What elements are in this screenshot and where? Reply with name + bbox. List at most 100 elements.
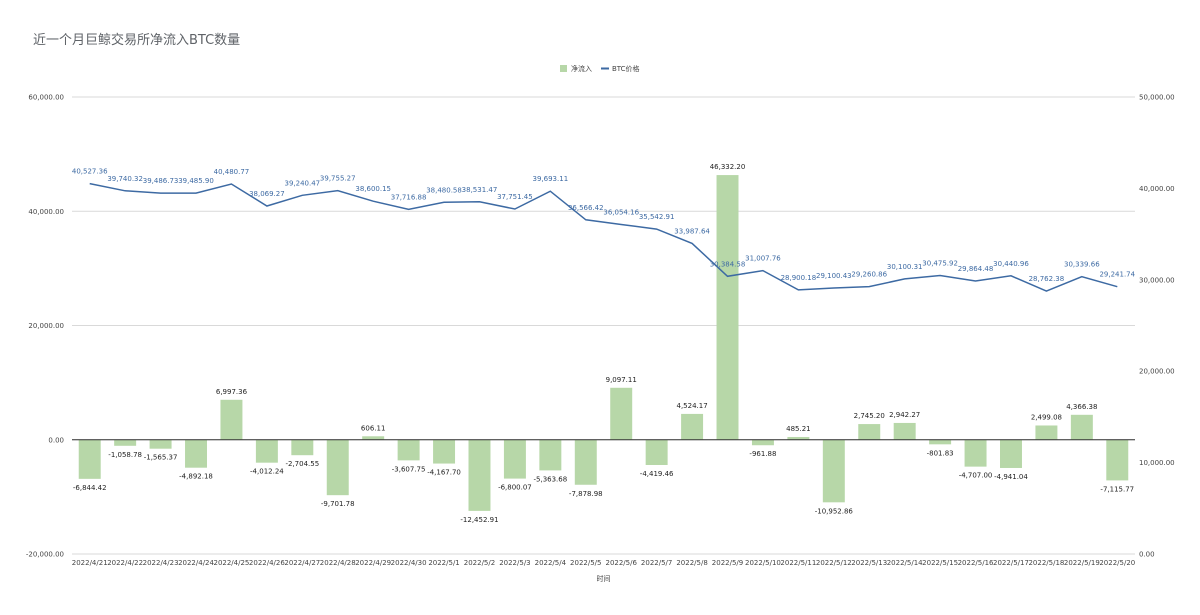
x-tick-label: 2022/4/29 bbox=[355, 559, 391, 567]
bar-data-label: 2,499.08 bbox=[1031, 413, 1062, 421]
y-left-tick-label: 0.00 bbox=[48, 436, 64, 444]
x-tick-label: 2022/4/26 bbox=[249, 559, 285, 567]
x-tick-label: 2022/5/2 bbox=[464, 559, 495, 567]
x-tick-label: 2022/4/27 bbox=[284, 559, 320, 567]
price-data-label: 39,740.32 bbox=[107, 175, 143, 183]
x-tick-label: 2022/4/21 bbox=[72, 559, 108, 567]
x-tick-label: 2022/5/16 bbox=[958, 559, 994, 567]
legend-line-label: BTC价格 bbox=[612, 64, 640, 73]
x-tick-label: 2022/5/12 bbox=[816, 559, 852, 567]
x-tick-label: 2022/5/3 bbox=[499, 559, 530, 567]
x-tick-label: 2022/5/19 bbox=[1064, 559, 1100, 567]
chart-title: 近一个月巨鲸交易所净流入BTC数量 bbox=[33, 33, 241, 48]
bar-data-label: -801.83 bbox=[927, 449, 954, 457]
price-data-label: 39,240.47 bbox=[284, 179, 320, 187]
bar bbox=[822, 439, 845, 503]
x-tick-label: 2022/4/28 bbox=[320, 559, 356, 567]
bar-data-label: 606.11 bbox=[361, 424, 386, 432]
bar-data-label: 6,997.36 bbox=[216, 388, 248, 396]
x-tick-label: 2022/4/23 bbox=[143, 559, 179, 567]
bar-data-label: -6,800.07 bbox=[498, 484, 532, 492]
x-axis-title: 时间 bbox=[597, 574, 611, 583]
bar bbox=[858, 424, 881, 440]
bar bbox=[149, 439, 172, 449]
bar bbox=[1035, 425, 1058, 440]
bar-data-label: -9,701.78 bbox=[321, 500, 355, 508]
bar bbox=[255, 439, 278, 463]
price-data-label: 39,485.90 bbox=[178, 177, 214, 185]
bar bbox=[78, 439, 101, 479]
x-tick-label: 2022/5/13 bbox=[851, 559, 887, 567]
price-data-label: 29,100.43 bbox=[816, 272, 852, 280]
x-tick-label: 2022/5/8 bbox=[676, 559, 707, 567]
price-data-label: 40,527.36 bbox=[72, 168, 108, 176]
price-data-label: 40,480.77 bbox=[214, 168, 250, 176]
bar-data-label: -4,707.00 bbox=[959, 472, 993, 480]
price-data-label: 39,755.27 bbox=[320, 175, 356, 183]
x-tick-label: 2022/5/1 bbox=[428, 559, 459, 567]
bar-data-label: -4,892.18 bbox=[179, 473, 213, 481]
bar-data-label: -1,565.37 bbox=[144, 454, 178, 462]
price-data-label: 35,542.91 bbox=[639, 213, 675, 221]
bar bbox=[574, 439, 597, 485]
bar-data-label: 4,524.17 bbox=[676, 402, 707, 410]
bar bbox=[220, 399, 243, 440]
bar bbox=[645, 439, 668, 465]
x-tick-label: 2022/5/17 bbox=[993, 559, 1029, 567]
y-left-tick-label: -20,000.00 bbox=[26, 551, 64, 559]
bar-data-label: 2,745.20 bbox=[854, 412, 885, 420]
bar-data-label: 46,332.20 bbox=[710, 163, 746, 171]
x-tick-label: 2022/5/4 bbox=[535, 559, 567, 567]
price-data-label: 31,007.76 bbox=[745, 255, 781, 263]
x-tick-label: 2022/5/20 bbox=[1099, 559, 1135, 567]
bar-data-label: -4,012.24 bbox=[250, 468, 284, 476]
legend-bar-label: 净流入 bbox=[571, 64, 592, 73]
price-data-label: 30,440.96 bbox=[993, 260, 1029, 268]
price-data-label: 39,486.73 bbox=[143, 177, 179, 185]
bar bbox=[397, 439, 420, 461]
y-left-tick-label: 40,000.00 bbox=[28, 208, 64, 216]
bar-data-label: -3,607.75 bbox=[392, 465, 426, 473]
bar bbox=[681, 413, 704, 440]
price-data-label: 30,100.31 bbox=[887, 263, 923, 271]
y-right-tick-label: 50,000.00 bbox=[1139, 94, 1175, 102]
price-data-label: 28,900.18 bbox=[781, 274, 817, 282]
bar-data-label: -5,363.68 bbox=[533, 475, 567, 483]
bar-data-label: -4,419.46 bbox=[640, 470, 674, 478]
bar bbox=[1106, 439, 1129, 481]
price-data-label: 38,069.27 bbox=[249, 190, 285, 198]
price-data-label: 30,384.58 bbox=[710, 260, 746, 268]
bar-data-label: 4,366.38 bbox=[1066, 403, 1097, 411]
price-data-label: 29,864.48 bbox=[958, 265, 994, 273]
bar-data-label: -6,844.42 bbox=[73, 484, 107, 492]
price-data-label: 29,241.74 bbox=[1099, 271, 1135, 279]
y-right-tick-label: 0.00 bbox=[1139, 551, 1155, 559]
price-data-label: 29,260.86 bbox=[851, 271, 887, 279]
bar-data-label: -4,167.70 bbox=[427, 469, 461, 477]
bar bbox=[114, 439, 137, 446]
bar bbox=[539, 439, 562, 471]
x-tick-label: 2022/5/18 bbox=[1028, 559, 1064, 567]
x-tick-label: 2022/5/6 bbox=[605, 559, 637, 567]
bar-data-label: -4,941.04 bbox=[994, 473, 1028, 481]
price-data-label: 36,054.16 bbox=[603, 208, 639, 216]
x-tick-label: 2022/5/10 bbox=[745, 559, 781, 567]
legend-bar-swatch bbox=[560, 65, 567, 72]
bar bbox=[610, 387, 633, 440]
bar-data-label: -12,452.91 bbox=[460, 516, 498, 524]
bar bbox=[503, 439, 526, 479]
bar bbox=[433, 439, 456, 464]
bar bbox=[362, 436, 385, 440]
x-tick-label: 2022/4/30 bbox=[391, 559, 427, 567]
bar bbox=[716, 175, 739, 440]
price-data-label: 38,531.47 bbox=[462, 186, 498, 194]
bar-data-label: 2,942.27 bbox=[889, 411, 920, 419]
price-data-label: 33,987.64 bbox=[674, 227, 710, 235]
x-tick-label: 2022/5/7 bbox=[641, 559, 672, 567]
price-data-label: 38,480.58 bbox=[426, 186, 462, 194]
y-right-tick-label: 10,000.00 bbox=[1139, 459, 1175, 467]
y-right-tick-label: 20,000.00 bbox=[1139, 368, 1175, 376]
bar bbox=[751, 439, 774, 446]
